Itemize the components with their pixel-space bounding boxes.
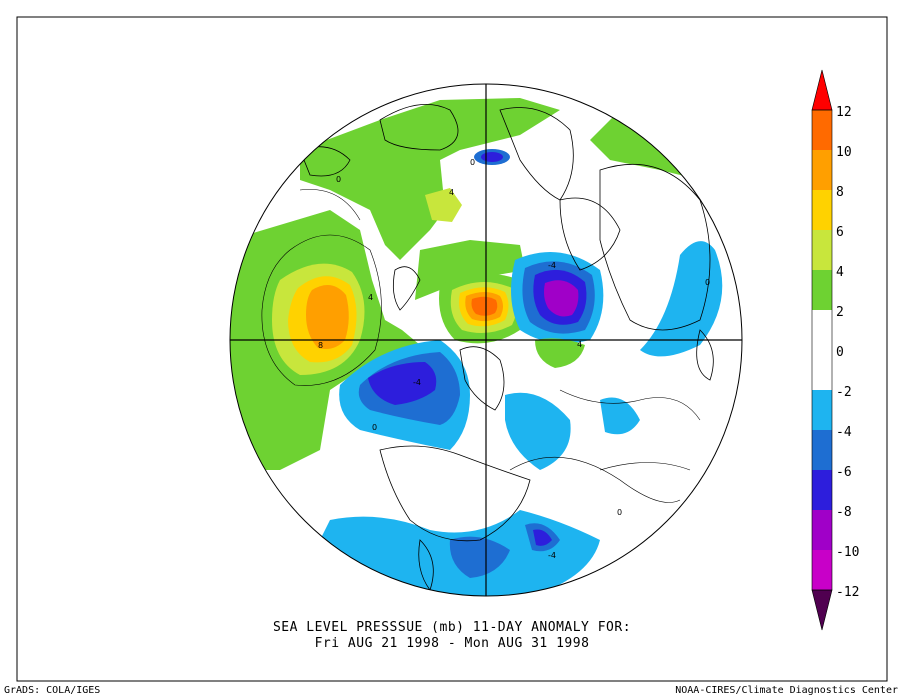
negative-anomaly-siberia-8 xyxy=(544,280,579,317)
map-title-line2: Fri AUG 21 1998 - Mon AUG 31 1998 xyxy=(314,636,590,651)
colorbar-segment xyxy=(812,470,832,510)
colorbar-segment xyxy=(812,510,832,550)
contours xyxy=(261,189,701,503)
coastlines xyxy=(299,104,714,591)
negative-anomaly-atlantic-2b xyxy=(600,397,640,435)
contour-label-group: 0 4 4 8 -4 -4 4 -4 0 0 0 0 xyxy=(318,158,710,560)
contour-label: 4 xyxy=(449,188,454,197)
contour-label: 0 xyxy=(705,278,710,287)
colorbar-segment xyxy=(812,550,832,590)
plot-frame xyxy=(16,16,888,682)
positive-anomaly-east xyxy=(535,338,585,368)
contour-label: -4 xyxy=(413,378,421,387)
contour-label: -4 xyxy=(548,551,556,560)
colorbar-segment xyxy=(812,110,832,150)
colorbar: 12 10 8 6 4 2 0 -2 -4 -6 -8 -10 -12 xyxy=(811,69,859,631)
colorbar-tick-label: -8 xyxy=(836,505,852,520)
colorbar-tick-label: 2 xyxy=(836,305,844,320)
colorbar-tick-label: 0 xyxy=(836,345,844,360)
negative-anomaly-alaska-6 xyxy=(368,362,437,405)
colorbar-labels: 12 10 8 6 4 2 0 -2 -4 -6 -8 -10 -12 xyxy=(836,105,859,600)
colorbar-tick-label: 10 xyxy=(836,145,852,160)
colorbar-tick-label: -10 xyxy=(836,545,859,560)
contour-label: 0 xyxy=(372,423,377,432)
positive-anomaly-polar-10 xyxy=(471,296,498,316)
colorbar-tick-label: -12 xyxy=(836,585,859,600)
colorbar-segment xyxy=(812,190,832,230)
colorbar-tick-label: 4 xyxy=(836,265,844,280)
negative-anomaly-south-6 xyxy=(533,529,552,546)
positive-anomaly-north xyxy=(300,98,560,260)
colorbar-bottom-arrow xyxy=(812,590,832,630)
negative-anomaly-atlantic-2 xyxy=(505,392,571,470)
anomaly-fields xyxy=(230,98,723,596)
contour-label: 4 xyxy=(368,293,373,302)
colorbar-tick-label: 12 xyxy=(836,105,852,120)
negative-anomaly-arctic-core xyxy=(481,152,503,162)
positive-anomaly-north-4 xyxy=(425,188,462,222)
colorbar-tick-label: 8 xyxy=(836,185,844,200)
colorbar-tick-label: -2 xyxy=(836,385,852,400)
contour-label: 0 xyxy=(336,175,341,184)
colorbar-segment xyxy=(812,270,832,310)
polar-map: 0 4 4 8 -4 -4 4 -4 0 0 0 0 xyxy=(229,83,743,597)
map-title-line1: SEA LEVEL PRESSSUE (mb) 11-DAY ANOMALY F… xyxy=(272,620,632,635)
colorbar-top-arrow xyxy=(812,70,832,110)
colorbar-segment xyxy=(812,390,832,430)
contour-label: 4 xyxy=(577,340,582,349)
colorbar-tick-label: 6 xyxy=(836,225,844,240)
contour-label: 0 xyxy=(470,158,475,167)
colorbar-tick-label: -6 xyxy=(836,465,852,480)
credit-right: NOAA-CIRES/Climate Diagnostics Center xyxy=(675,685,898,696)
colorbar-segment xyxy=(812,230,832,270)
positive-anomaly-8-10 xyxy=(306,285,349,349)
colorbar-segment xyxy=(812,150,832,190)
contour-label: 0 xyxy=(617,508,622,517)
negative-anomaly-south-4 xyxy=(449,536,510,578)
contour-label: -4 xyxy=(548,261,556,270)
colorbar-segment xyxy=(812,430,832,470)
credit-left: GrADS: COLA/IGES xyxy=(4,685,101,696)
contour-label: 8 xyxy=(318,341,323,350)
negative-anomaly-pacific-2 xyxy=(640,241,723,357)
colorbar-segment xyxy=(812,310,832,390)
colorbar-tick-label: -4 xyxy=(836,425,852,440)
